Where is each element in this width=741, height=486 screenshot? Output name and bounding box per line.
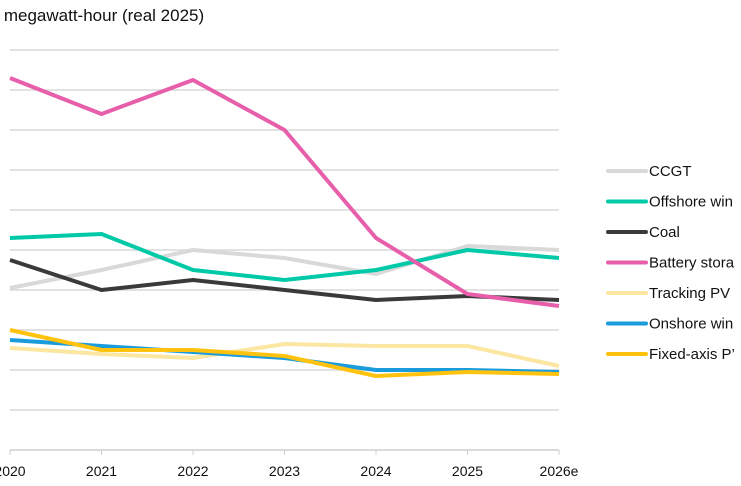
series-line-battery-stora [9,76,560,308]
x-tick-label: 2023 [269,463,300,479]
x-tick-label: 2021 [86,463,117,479]
x-tick-label: 2024 [360,463,391,479]
x-tick-label: 2022 [177,463,208,479]
series-line-ccgt [9,244,560,290]
legend-label: Fixed-axis P’ [649,346,735,363]
x-tick-label: 2026e [540,463,579,479]
legend-label: Coal [649,224,680,241]
legend-label: Battery stora [649,255,735,272]
chart-title: er megawatt-hour (real 2025) [0,6,205,25]
legend-label: Onshore win [649,316,733,333]
series-line-fixed-axis-p- [9,328,560,378]
legend-label: Tracking PV [649,285,730,302]
legend-label: Offshore win [649,194,733,211]
series-line-offshore-win [9,232,560,282]
legend-label: CCGT [649,163,692,180]
series-line-tracking-pv [9,342,560,368]
x-tick-label: 2025 [452,463,483,479]
